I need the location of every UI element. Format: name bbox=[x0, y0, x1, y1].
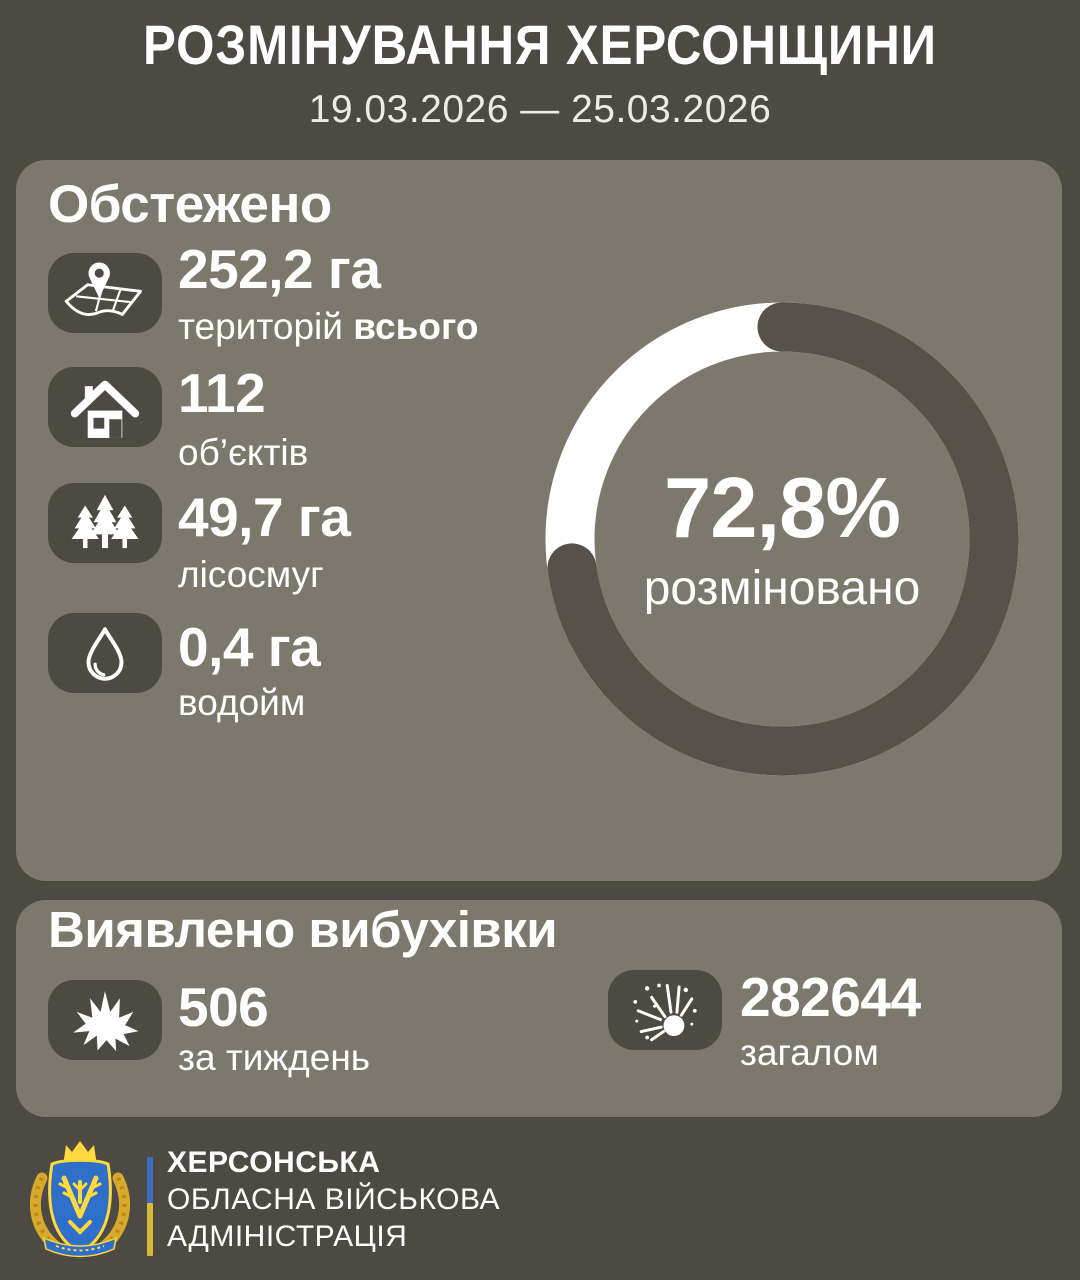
objects-value: 112 bbox=[178, 362, 266, 424]
page-title: РОЗМІНУВАННЯ ХЕРСОНЩИНИ bbox=[143, 13, 937, 76]
stat-tile-total bbox=[608, 970, 722, 1050]
forest-value: 49,7 га bbox=[178, 486, 351, 548]
org-line-2: ОБЛАСНА ВІЙСЬКОВА bbox=[167, 1183, 500, 1216]
explosives-heading: Виявлено вибухівки bbox=[48, 901, 558, 958]
bomb-explosion-icon bbox=[633, 983, 697, 1042]
objects-label: об’єктів bbox=[178, 432, 309, 473]
week-value: 506 bbox=[178, 976, 269, 1038]
surveyed-panel: Обстежено 252,2 га територій всього 112 … bbox=[16, 160, 1062, 881]
org-line-1: ХЕРСОНСЬКА bbox=[167, 1146, 381, 1179]
stat-tile-water bbox=[48, 613, 162, 693]
org-line-3: АДМІНІСТРАЦІЯ bbox=[167, 1220, 408, 1253]
date-range: 19.03.2026 — 25.03.2026 bbox=[308, 88, 772, 131]
kherson-coat-of-arms-logo bbox=[30, 1141, 130, 1258]
stat-tile-forest bbox=[48, 483, 162, 563]
water-value: 0,4 га bbox=[178, 616, 321, 678]
territory-label: територій всього bbox=[178, 306, 479, 347]
donut-arc-demined bbox=[545, 302, 1019, 776]
house-icon bbox=[70, 380, 140, 438]
water-label: водойм bbox=[178, 682, 306, 723]
stat-tile-territory bbox=[48, 253, 162, 333]
total-value: 282644 bbox=[740, 966, 921, 1028]
trees-icon bbox=[71, 494, 139, 549]
explosives-panel: Виявлено вибухівки 506 за тиждень bbox=[16, 900, 1062, 1117]
flag-bar-yellow bbox=[147, 1203, 153, 1256]
flag-bar-blue bbox=[147, 1157, 153, 1203]
total-label: загалом bbox=[740, 1032, 879, 1073]
surveyed-heading: Обстежено bbox=[48, 175, 332, 234]
territory-value: 252,2 га bbox=[178, 238, 381, 300]
stat-tile-week bbox=[48, 980, 162, 1060]
map-pin-icon bbox=[64, 262, 142, 316]
stat-tile-objects bbox=[48, 367, 162, 447]
demined-donut-chart bbox=[545, 302, 1019, 776]
week-label: за тиждень bbox=[178, 1037, 371, 1078]
org-name: ХЕРСОНСЬКА ОБЛАСНА ВІЙСЬКОВА АДМІНІСТРАЦ… bbox=[167, 1144, 500, 1255]
explosion-icon bbox=[73, 990, 139, 1052]
forest-label: лісосмуг bbox=[178, 554, 324, 595]
water-drop-icon bbox=[86, 627, 124, 681]
